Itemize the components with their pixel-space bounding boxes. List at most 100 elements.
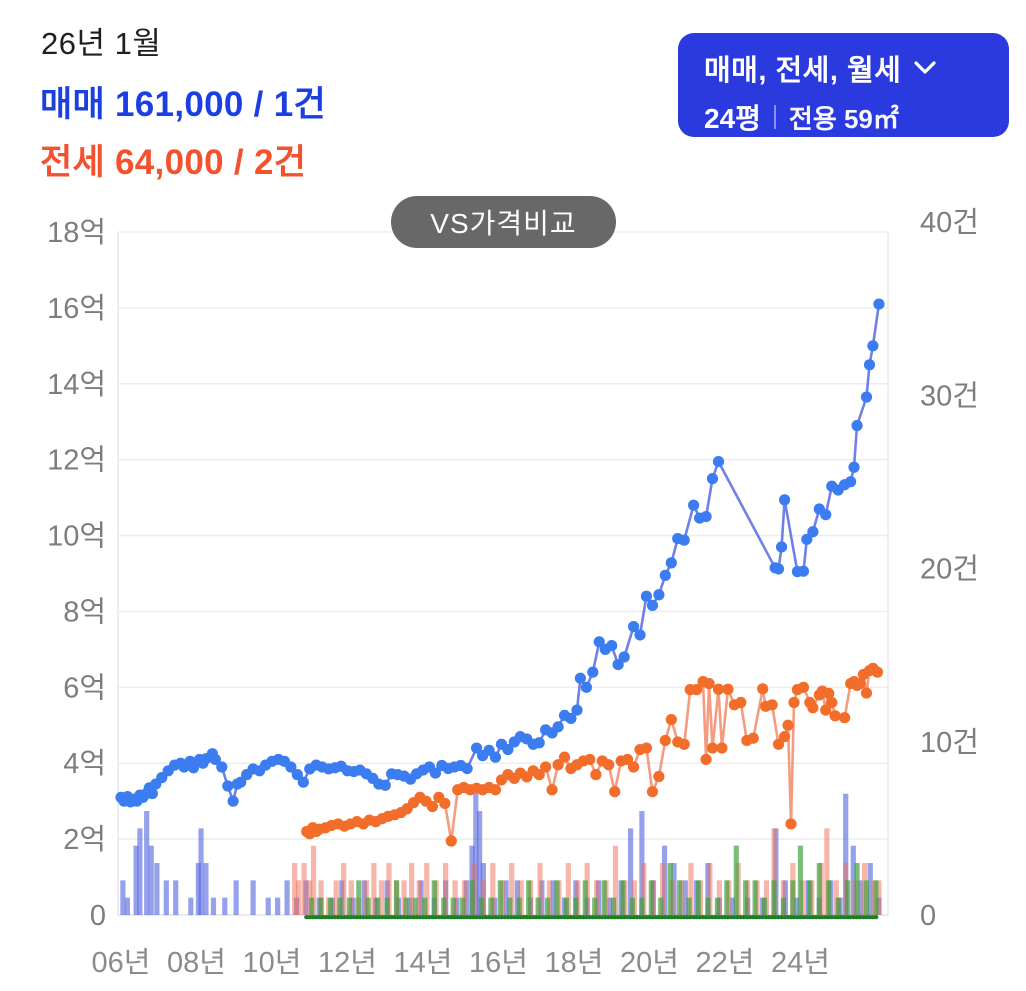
wolse-volume-bar bbox=[677, 880, 683, 915]
vs-compare-button[interactable]: VS가격비교 bbox=[391, 196, 616, 248]
jeonse-volume-bar bbox=[333, 880, 339, 915]
sale-price-dot bbox=[227, 795, 239, 807]
sale-volume-bar bbox=[120, 880, 126, 915]
jeonse-price-dot bbox=[678, 738, 690, 750]
wolse-volume-bar bbox=[771, 880, 777, 915]
sale-price-dot bbox=[574, 672, 586, 684]
wolse-volume-bar bbox=[507, 897, 513, 915]
wolse-volume-bar bbox=[705, 897, 711, 915]
wolse-volume-bar bbox=[835, 897, 841, 915]
jeonse-price-dot bbox=[659, 734, 671, 747]
wolse-volume-bar bbox=[441, 897, 447, 915]
wolse-volume-bar bbox=[412, 897, 419, 915]
jeonse-price-dot bbox=[722, 683, 734, 695]
wolse-volume-bar bbox=[667, 863, 673, 915]
sale-volume-bar bbox=[173, 880, 179, 915]
sale-price-dot bbox=[587, 666, 599, 678]
wolse-volume-bar bbox=[797, 845, 804, 915]
sale-price-dot bbox=[533, 737, 545, 749]
y-axis-label-left: 0 bbox=[90, 900, 106, 932]
sale-price-dot bbox=[285, 761, 297, 773]
wolse-volume-bar bbox=[573, 897, 579, 915]
wolse-volume-bar bbox=[724, 880, 730, 915]
sale-price-dot bbox=[848, 461, 860, 473]
jeonse-price-dot bbox=[558, 751, 571, 763]
x-axis-label: 10년 bbox=[243, 947, 302, 979]
sale-price-dot bbox=[489, 751, 502, 763]
jeonse-price-dot bbox=[788, 696, 800, 709]
jeonse-price-dot bbox=[691, 684, 703, 696]
wolse-volume-bar bbox=[309, 897, 315, 915]
sale-price-dot bbox=[820, 509, 832, 521]
sale-volume-bar bbox=[550, 880, 556, 915]
jeonse-price-dot bbox=[640, 742, 653, 754]
sale-volume-bar bbox=[476, 811, 483, 915]
wolse-volume-bar bbox=[639, 897, 645, 915]
wolse-volume-bar bbox=[346, 897, 352, 915]
wolse-volume-bar bbox=[648, 880, 654, 915]
wolse-volume-bar bbox=[733, 845, 739, 915]
jeonse-price-dot bbox=[785, 818, 797, 830]
y-axis-label-right: 20건 bbox=[920, 554, 979, 586]
jeonse-volume-bar bbox=[641, 863, 647, 915]
jeonse-volume-bar bbox=[537, 863, 543, 915]
wolse-volume-bar bbox=[469, 880, 475, 915]
jeonse-price-dot bbox=[778, 731, 791, 743]
sale-volume-bar bbox=[843, 793, 849, 915]
jeonse-price-dot bbox=[609, 786, 621, 798]
jeonse-price-dot bbox=[546, 784, 558, 796]
sale-price-dot bbox=[187, 762, 200, 774]
wolse-volume-bar bbox=[535, 897, 541, 915]
sale-volume-bar bbox=[503, 880, 509, 915]
wolse-volume-bar bbox=[629, 897, 636, 915]
date-label: 26년 1월 bbox=[41, 26, 162, 61]
wolse-volume-bar bbox=[497, 880, 503, 915]
sale-price-dot bbox=[565, 712, 577, 725]
wolse-volume-bar bbox=[327, 897, 334, 915]
pyeong-label: 24평 bbox=[704, 103, 761, 134]
jeonse-price-dot bbox=[700, 753, 712, 766]
sale-volume-bar bbox=[473, 793, 479, 915]
jeonse-volume-bar bbox=[509, 863, 515, 915]
wolse-volume-bar bbox=[375, 897, 381, 915]
sale-price-dot bbox=[646, 599, 659, 611]
sale-price-dot bbox=[216, 761, 228, 773]
sale-price-dot bbox=[640, 590, 653, 602]
wolse-volume-bar bbox=[610, 897, 617, 915]
jeonse-price-dot bbox=[653, 770, 665, 783]
wolse-volume-bar bbox=[873, 880, 879, 915]
sale-price-dot bbox=[634, 629, 646, 641]
sale-volume-bar bbox=[163, 880, 169, 915]
wolse-volume-bar bbox=[582, 880, 588, 915]
sale-volume-bar bbox=[195, 863, 201, 915]
sale-price-dot bbox=[222, 780, 234, 792]
jeonse-price-dot bbox=[797, 681, 810, 693]
sale-price-dot bbox=[627, 621, 640, 633]
jeonse-price-dot bbox=[757, 683, 769, 695]
wolse-volume-bar bbox=[450, 897, 456, 915]
sale-price-dot bbox=[807, 526, 819, 538]
sale-price-dot bbox=[502, 743, 514, 756]
wolse-volume-bar bbox=[422, 897, 428, 915]
wolse-volume-bar bbox=[393, 880, 400, 915]
filter-dropdown-button[interactable]: 매매, 전세, 월세 24평 전용 59㎡ bbox=[678, 33, 1009, 137]
jeonse-price-dot bbox=[735, 696, 747, 709]
wolse-volume-bar bbox=[826, 880, 832, 915]
jeonse-price-dot bbox=[829, 710, 841, 722]
wolse-volume-bar bbox=[601, 880, 607, 915]
sale-price-dot bbox=[297, 776, 309, 788]
sale-price-dot bbox=[706, 473, 719, 485]
sale-price-dot bbox=[678, 534, 690, 546]
jeonse-price-dot bbox=[772, 738, 785, 750]
x-axis-label: 18년 bbox=[544, 947, 603, 979]
sale-volume-bar bbox=[124, 897, 131, 915]
y-axis-label-left: 6억 bbox=[63, 672, 106, 704]
jeonse-price-dot bbox=[860, 687, 873, 699]
jeonse-price-dot bbox=[590, 769, 602, 781]
y-axis-label-left: 14억 bbox=[47, 369, 106, 401]
jeonse-price-dot bbox=[807, 702, 819, 714]
wolse-volume-bar bbox=[863, 880, 870, 915]
sale-price-dot bbox=[873, 298, 885, 310]
